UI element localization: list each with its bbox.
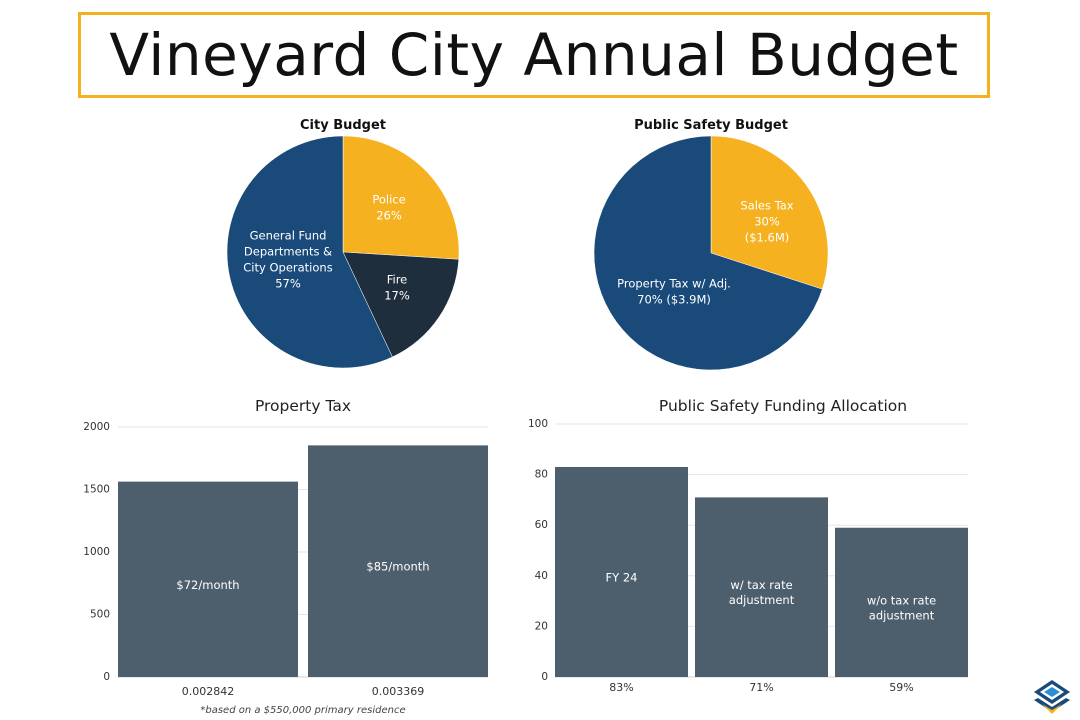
public-safety-budget-slice-label-sales-tax: 30%: [754, 215, 780, 229]
public-safety-budget-slice-label-sales-tax: ($1.6M): [745, 231, 790, 245]
public-safety-funding-bar-label: FY 24: [606, 571, 638, 585]
city-budget-slice-label-fire: 17%: [384, 289, 410, 303]
public-safety-funding-ytick-label: 0: [541, 671, 548, 683]
public-safety-funding-ytick-label: 80: [535, 469, 548, 481]
public-safety-funding-ytick-label: 20: [535, 620, 548, 632]
property-tax-title: Property Tax: [255, 397, 351, 415]
property-tax-bar-label: $85/month: [366, 560, 429, 574]
public-safety-budget-slice-label-sales-tax: Sales Tax: [740, 199, 793, 213]
vineyard-logo-icon: [1030, 678, 1074, 716]
city-budget-slice-label-general-fund-departments-city-operations: City Operations: [243, 261, 332, 275]
public-safety-budget-slice-label-property-tax-w-adj: 70% ($3.9M): [637, 293, 711, 307]
property-tax-bar-label: $72/month: [176, 578, 239, 592]
city-budget-slice-label-general-fund-departments-city-operations: 57%: [275, 277, 301, 291]
city-budget-slice-label-police: 26%: [376, 209, 402, 223]
city-budget-slice-label-general-fund-departments-city-operations: Departments &: [244, 245, 332, 259]
public-safety-funding-bar-label: adjustment: [869, 608, 935, 622]
public-safety-funding-ytick-label: 60: [535, 519, 548, 531]
property-tax-ytick-label: 0: [103, 671, 110, 683]
public-safety-funding-ytick-label: 40: [535, 570, 548, 582]
property-tax-category-label: 0.002842: [182, 685, 235, 698]
public-safety-funding-ytick-label: 100: [528, 418, 548, 430]
public-safety-funding-bar-label: adjustment: [729, 593, 795, 607]
property-tax-category-label: 0.003369: [372, 685, 425, 698]
public-safety-funding-bar-label: w/ tax rate: [730, 578, 792, 592]
public-safety-funding-category-label: 59%: [889, 681, 913, 694]
public-safety-funding-category-label: 83%: [609, 681, 633, 694]
property-tax-ytick-label: 2000: [83, 421, 110, 433]
city-budget-slice-label-fire: Fire: [387, 273, 408, 287]
public-safety-budget-title: Public Safety Budget: [634, 118, 788, 133]
public-safety-funding-category-label: 71%: [749, 681, 773, 694]
footnote: *based on a $550,000 primary residence: [200, 705, 405, 716]
city-budget-title: City Budget: [300, 118, 386, 133]
public-safety-funding-title: Public Safety Funding Allocation: [659, 397, 907, 415]
property-tax-ytick-label: 1500: [83, 484, 110, 496]
public-safety-budget-slice-label-property-tax-w-adj: Property Tax w/ Adj.: [617, 277, 731, 291]
city-budget-slice-label-police: Police: [372, 193, 405, 207]
public-safety-funding-bar-label: w/o tax rate: [867, 593, 936, 607]
property-tax-ytick-label: 500: [90, 609, 110, 621]
property-tax-ytick-label: 1000: [83, 546, 110, 558]
city-budget-slice-label-general-fund-departments-city-operations: General Fund: [250, 229, 327, 243]
charts-canvas: *based on a $550,000 primary residence C…: [0, 0, 1080, 720]
